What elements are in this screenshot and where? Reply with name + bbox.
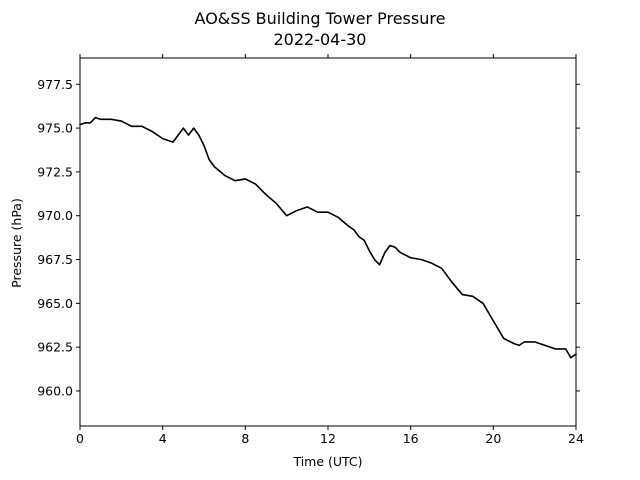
x-axis-label: Time (UTC) [292,454,362,469]
y-tick-label: 960.0 [37,383,73,398]
x-tick-label: 24 [568,431,584,446]
y-tick-label: 977.5 [37,77,73,92]
x-axis: 0 4 8 12 16 20 24 [76,54,584,446]
y-tick-label: 975.0 [37,121,73,136]
x-tick-label: 20 [485,431,501,446]
y-tick-label: 972.5 [37,164,73,179]
y-tick-label: 967.5 [37,252,73,267]
chart-title: AO&SS Building Tower Pressure [195,9,446,28]
y-tick-label: 970.0 [37,208,73,223]
chart-subtitle: 2022-04-30 [274,30,367,49]
data-layer [79,116,577,359]
plot-area [79,57,577,427]
x-tick-label: 0 [76,431,84,446]
y-axis-label: Pressure (hPa) [9,198,24,288]
plot-frame [79,57,577,427]
y-axis: 960.0 962.5 965.0 967.5 970.0 972.5 975.0 977.5 [37,77,580,398]
x-tick-label: 12 [320,431,336,446]
x-tick-label: 8 [241,431,249,446]
x-tick-label: 16 [403,431,419,446]
y-tick-label: 965.0 [37,296,73,311]
x-tick-label: 4 [159,431,167,446]
pressure-series-line [79,116,577,359]
y-tick-label: 962.5 [37,340,73,355]
